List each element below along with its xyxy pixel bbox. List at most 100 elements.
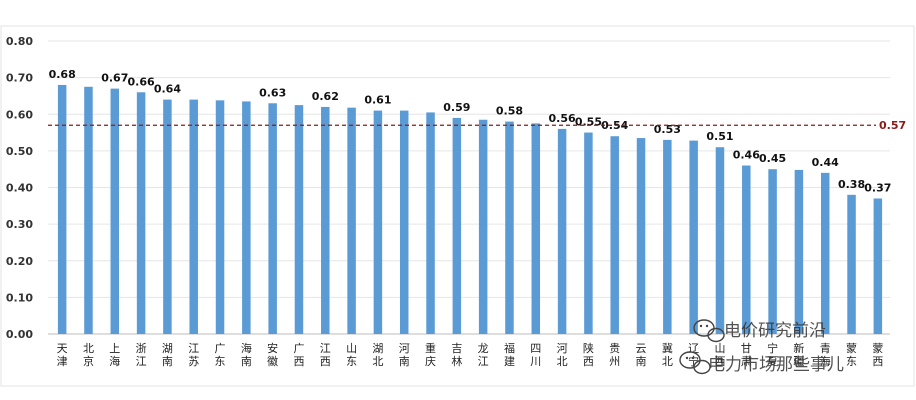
x-tick-label: 蒙东 [846, 342, 857, 368]
data-label: 0.37 [864, 181, 891, 194]
data-label: 0.44 [812, 156, 839, 169]
y-tick-label: 0.00 [6, 328, 33, 341]
bar [136, 92, 146, 335]
bar [347, 107, 356, 334]
bar [636, 138, 646, 334]
x-tick-label: 安徽 [267, 341, 278, 368]
plot-frame [0, 25, 915, 387]
bar [610, 136, 619, 334]
x-tick-label: 辽宁 [688, 342, 699, 368]
bars [57, 84, 883, 335]
x-tick-label: 青海 [820, 342, 831, 368]
bar [742, 165, 751, 334]
x-tick-label: 云南 [636, 342, 647, 368]
data-label: 0.51 [706, 130, 733, 143]
x-tick-label: 上海 [109, 342, 120, 368]
y-tick-label: 0.70 [6, 72, 33, 85]
bar [57, 84, 67, 334]
x-tick-label: 浙江 [136, 342, 147, 368]
x-tick-label: 天津 [57, 342, 68, 368]
data-label: 0.68 [49, 68, 76, 81]
x-tick-label: 福建 [504, 341, 515, 368]
data-labels: 0.68 0.67 0.660.64 0.63 0.62 0.61 0.59 0.58 0.56… [49, 68, 892, 195]
x-tick-label: 江苏 [188, 342, 199, 368]
x-axis-labels: 天津北京上海浙江湖南江苏广东海南安徽广西江西山东湖北河南重庆吉林龙江福建四川河北… [57, 341, 884, 368]
data-label: 0.66 [128, 75, 155, 88]
x-tick-label: 蒙西 [872, 342, 883, 368]
y-tick-label: 0.20 [6, 255, 33, 268]
reference-line-group: 0.57 [48, 119, 906, 132]
x-tick-label: 龙江 [478, 342, 489, 368]
watermark-line1: 电价研究前沿 [724, 321, 826, 341]
bar [242, 101, 251, 335]
x-tick-label: 河南 [399, 342, 410, 368]
bar [163, 99, 172, 334]
x-tick-label: 河北 [557, 342, 568, 368]
x-tick-label: 宁夏 [767, 341, 778, 368]
bar [84, 86, 93, 334]
y-tick-label: 0.30 [6, 218, 33, 231]
x-tick-label: 冀北 [662, 341, 673, 368]
x-tick-label: 吉林 [451, 342, 462, 368]
data-label: 0.55 [575, 116, 602, 129]
y-axis-ticks: 0.00 0.10 0.20 0.30 0.40 0.50 0.60 0.70 0.80 [6, 35, 33, 341]
y-tick-label: 0.80 [6, 35, 33, 48]
bar [294, 105, 304, 334]
bar [689, 140, 698, 334]
x-tick-label: 广西 [293, 342, 304, 368]
x-tick-label: 湖南 [162, 342, 173, 368]
data-label: 0.59 [443, 101, 470, 114]
data-label: 0.62 [312, 90, 339, 103]
bar [478, 119, 488, 335]
bar [189, 99, 198, 334]
x-tick-label: 山东 [346, 342, 357, 368]
bar [399, 110, 409, 335]
y-tick-label: 0.10 [6, 291, 33, 304]
bar [557, 128, 567, 334]
data-label: 0.56 [549, 112, 576, 125]
bar [820, 172, 830, 334]
reference-line-label: 0.57 [879, 119, 906, 132]
x-tick-label: 北京 [83, 342, 94, 368]
bar [768, 169, 777, 334]
bar [373, 110, 383, 335]
bar [873, 198, 883, 334]
x-tick-label: 四川 [530, 342, 541, 368]
y-tick-label: 0.60 [6, 108, 33, 121]
x-tick-label: 广东 [215, 342, 226, 368]
bar [215, 100, 225, 335]
y-tick-label: 0.40 [6, 182, 33, 195]
data-label: 0.54 [601, 119, 628, 132]
bar [847, 194, 856, 334]
data-label: 0.64 [154, 83, 181, 96]
bar [715, 147, 725, 334]
bar [268, 103, 277, 334]
y-tick-label: 0.50 [6, 145, 33, 158]
bar [663, 139, 672, 334]
bar [426, 112, 435, 334]
x-tick-label: 贵州 [609, 342, 620, 368]
data-label: 0.53 [654, 123, 681, 136]
x-tick-label: 陕西 [583, 341, 594, 368]
data-label: 0.46 [733, 149, 760, 162]
data-label: 0.45 [759, 152, 786, 165]
data-label: 0.58 [496, 105, 523, 118]
bar [452, 117, 462, 334]
data-label: 0.38 [838, 178, 865, 191]
x-tick-label: 甘肃 [741, 342, 752, 368]
x-tick-label: 新疆 [793, 341, 804, 368]
x-tick-label: 海南 [241, 341, 252, 368]
data-label: 0.63 [259, 86, 286, 99]
bar [584, 132, 593, 334]
wechat-logo-icon [679, 351, 711, 375]
x-tick-label: 重庆 [425, 341, 436, 368]
watermark: 电价研究前沿 电力市场那些事儿 [679, 319, 844, 375]
data-label: 0.67 [101, 72, 128, 85]
bar [321, 106, 330, 334]
bar [531, 123, 541, 334]
watermark-line2: 电力市场那些事儿 [708, 355, 844, 375]
bar [794, 169, 804, 334]
data-label: 0.61 [364, 94, 391, 107]
